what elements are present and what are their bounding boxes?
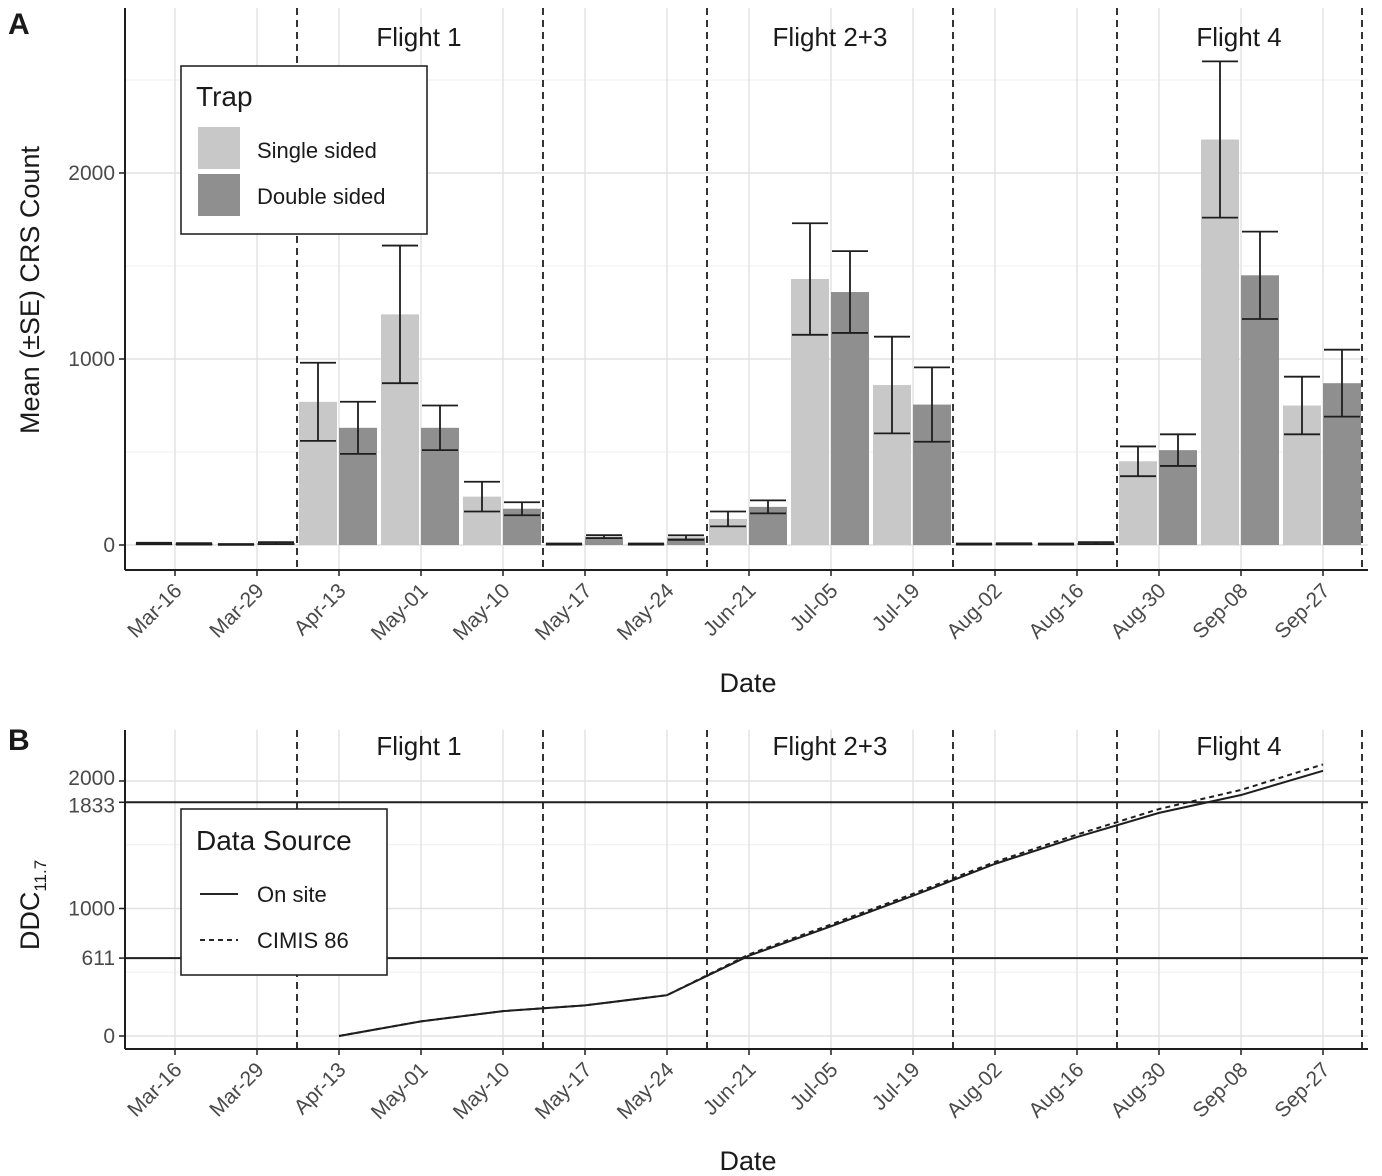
x-tick-label: Aug-30	[1106, 1058, 1170, 1122]
x-tick-label: May-24	[613, 579, 679, 645]
error-bar-double-sided-mar-16	[176, 543, 212, 544]
x-tick-label: Mar-29	[205, 1058, 268, 1121]
x-tick-label: Mar-16	[123, 1058, 186, 1121]
x-tick-label: May-10	[449, 579, 515, 645]
y-tick-label: 1833	[68, 794, 115, 817]
legend-label-double-sided: Double sided	[257, 184, 385, 209]
panel-b-legend: Data Source On site CIMIS 86	[181, 809, 387, 975]
panel-a-legend-title: Trap	[196, 81, 253, 112]
error-bar-single-sided-mar-29	[218, 544, 254, 545]
panel-b-flight-dividers	[297, 730, 1362, 1049]
x-tick-label: May-01	[367, 579, 433, 645]
y-tick-label: 2000	[68, 767, 115, 790]
x-tick-label: May-17	[531, 579, 597, 645]
panel-a-legend: Trap Single sided Double sided	[181, 66, 427, 234]
x-tick-label: May-17	[531, 1058, 597, 1124]
x-tick-label: Jun-21	[699, 579, 761, 641]
error-bar-double-sided-aug-02	[996, 543, 1032, 544]
error-bar-single-sided-mar-16	[136, 543, 172, 544]
panel-b-flight-labels: Flight 1 Flight 2+3 Flight 4	[376, 731, 1281, 761]
flight-label: Flight 4	[1196, 731, 1281, 761]
error-bar-single-sided-aug-02	[956, 544, 992, 545]
y-tick-label: 1000	[68, 348, 115, 371]
x-tick-label: Jul-19	[868, 1058, 925, 1115]
flight-label: Flight 1	[376, 731, 461, 761]
y-tick-label: 611	[82, 947, 115, 970]
x-tick-label: Aug-16	[1024, 1058, 1088, 1122]
panel-a-x-axis-title: Date	[719, 668, 776, 698]
y-tick-label: 0	[103, 534, 115, 557]
x-tick-label: Mar-16	[123, 579, 186, 642]
legend-label-on-site: On site	[257, 882, 327, 907]
flight-label: Flight 2+3	[773, 731, 888, 761]
legend-swatch-double-sided	[198, 174, 240, 216]
error-bar-single-sided-may-24	[628, 544, 664, 545]
flight-label: Flight 1	[376, 22, 461, 52]
x-tick-label: Aug-30	[1106, 579, 1170, 643]
panel-b-y-axis-title: DDC11.7	[15, 860, 50, 950]
panel-a-flight-labels: Flight 1 Flight 2+3 Flight 4	[376, 22, 1281, 52]
x-tick-label: Jul-05	[786, 579, 843, 636]
flight-label: Flight 4	[1196, 22, 1281, 52]
x-tick-label: Sep-27	[1270, 579, 1334, 643]
x-tick-label: May-24	[613, 1058, 679, 1124]
x-tick-label: Aug-02	[942, 1058, 1006, 1122]
error-bar-single-sided-aug-16	[1038, 544, 1074, 545]
panel-b-legend-title: Data Source	[196, 825, 352, 856]
panel-b-tag: B	[8, 724, 30, 757]
panel-b-x-axis-title: Date	[719, 1146, 776, 1176]
x-tick-label: Jul-05	[786, 1058, 843, 1115]
x-tick-label: May-10	[449, 1058, 515, 1124]
legend-label-single-sided: Single sided	[257, 138, 377, 163]
x-tick-label: Aug-02	[942, 579, 1006, 643]
x-tick-label: Mar-29	[205, 579, 268, 642]
panel-a-tag: A	[8, 8, 30, 41]
x-tick-label: Apr-13	[290, 1058, 351, 1119]
x-tick-label: May-01	[367, 1058, 433, 1124]
panel-b-y-axis-title-sub: 11.7	[31, 860, 50, 892]
panel-b: 0 611 1000 1833 2000 Mar-16 Mar-29 Apr-13 May-01…	[8, 724, 1368, 1176]
x-tick-label: Jun-21	[699, 1058, 761, 1120]
flight-label: Flight 2+3	[773, 22, 888, 52]
legend-label-cimis-86: CIMIS 86	[257, 928, 349, 953]
y-tick-label: 2000	[68, 162, 115, 185]
y-tick-label: 1000	[68, 898, 115, 921]
x-tick-label: Apr-13	[290, 579, 351, 640]
x-tick-label: Aug-16	[1024, 579, 1088, 643]
x-tick-label: Sep-27	[1270, 1058, 1334, 1122]
y-tick-label: 0	[103, 1025, 115, 1048]
panel-a-y-axis-title: Mean (±SE) CRS Count	[15, 146, 45, 434]
panel-b-y-axis-title-main: DDC	[15, 892, 45, 951]
error-bar-single-sided-may-17	[546, 544, 582, 545]
x-tick-label: Jul-19	[868, 579, 925, 636]
x-tick-label: Sep-08	[1188, 1058, 1252, 1122]
x-tick-label: Sep-08	[1188, 579, 1252, 643]
legend-swatch-single-sided	[198, 127, 240, 169]
